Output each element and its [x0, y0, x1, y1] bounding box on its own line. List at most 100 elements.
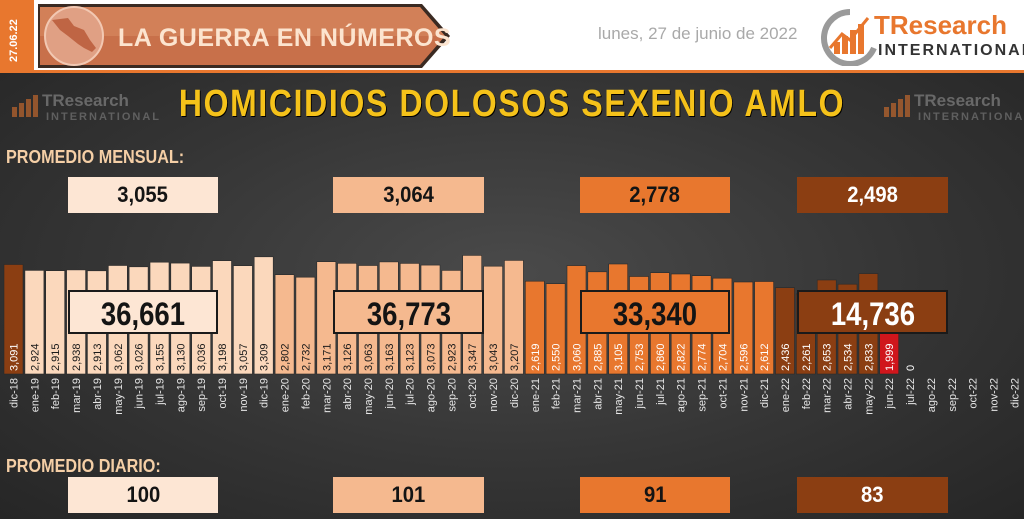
banner-shape — [38, 4, 450, 68]
x-tick-jun-22: jun-22 — [884, 378, 896, 410]
year-total-2021: 33,340 — [580, 290, 730, 334]
x-tick-ene-19: ene-19 — [29, 378, 41, 412]
bar-ene-19 — [24, 270, 45, 375]
x-tick-ene-21: ene-21 — [530, 378, 542, 412]
value-label-jul-22: 0 — [905, 365, 917, 371]
value-label-may-21: 3,105 — [613, 343, 625, 371]
value-label-mar-20: 3,171 — [321, 343, 333, 371]
x-tick-nov-19: nov-19 — [238, 378, 250, 412]
daily-average-value: 101 — [391, 482, 426, 507]
x-tick-ene-22: ene-22 — [780, 378, 792, 412]
year-total-value: 36,773 — [366, 296, 451, 332]
logo-brand-text: TResearch — [874, 10, 1007, 40]
value-label-jul-19: 3,155 — [155, 343, 167, 371]
logo-brand-text: TResearch — [42, 91, 129, 110]
x-tick-feb-19: feb-19 — [50, 378, 62, 409]
x-tick-oct-21: oct-21 — [717, 378, 729, 409]
value-label-sep-21: 2,774 — [697, 343, 709, 371]
value-label-feb-22: 2,261 — [801, 343, 813, 371]
x-tick-abr-21: abr-21 — [592, 378, 604, 410]
x-tick-jun-20: jun-20 — [384, 378, 396, 410]
value-label-feb-19: 2,915 — [50, 343, 62, 371]
bar-feb-21 — [545, 283, 566, 375]
value-label-dic-19: 3,309 — [259, 343, 271, 371]
value-label-dic-21: 2,612 — [759, 343, 771, 371]
x-tick-mar-20: mar-20 — [321, 378, 333, 413]
x-tick-feb-22: feb-22 — [801, 378, 813, 409]
x-tick-mar-21: mar-21 — [572, 378, 584, 413]
value-label-mar-22: 2,653 — [822, 343, 834, 371]
chart-title: HOMICIDIOS DOLOSOS SEXENIO AMLO — [178, 83, 846, 125]
value-label-jun-21: 2,753 — [634, 343, 646, 371]
x-tick-dic-20: dic-20 — [509, 378, 521, 408]
x-tick-nov-20: nov-20 — [488, 378, 500, 412]
x-tick-sep-21: sep-21 — [697, 378, 709, 412]
date-tab: 27.06.22 — [0, 0, 34, 72]
monthly-average-value: 3,055 — [117, 182, 169, 207]
x-tick-oct-22: oct-22 — [968, 378, 980, 409]
monthly-average-value: 2,498 — [847, 182, 898, 207]
mexico-map-shape — [52, 18, 96, 52]
value-label-sep-19: 3,036 — [196, 343, 208, 371]
value-label-ago-21: 2,822 — [676, 343, 688, 371]
x-tick-sep-22: sep-22 — [947, 378, 959, 412]
x-tick-dic-19: dic-19 — [259, 378, 271, 408]
x-tick-ago-21: ago-21 — [676, 378, 688, 412]
bar-nov-19 — [233, 265, 253, 375]
x-tick-feb-20: feb-20 — [300, 378, 312, 409]
daily-average-value: 100 — [126, 482, 160, 507]
x-tick-jul-20: jul-20 — [405, 378, 417, 406]
year-total-2022: 14,736 — [797, 290, 948, 334]
value-label-dic-18: 3,091 — [9, 343, 21, 371]
x-tick-may-22: may-22 — [863, 378, 875, 415]
x-tick-feb-21: feb-21 — [551, 378, 563, 409]
x-tick-ago-19: ago-19 — [175, 378, 187, 412]
value-label-nov-21: 2,596 — [738, 343, 750, 371]
year-total-2019: 36,661 — [68, 290, 218, 334]
x-tick-jun-21: jun-21 — [634, 378, 646, 410]
year-total-2020: 36,773 — [333, 290, 484, 334]
x-tick-ago-20: ago-20 — [426, 378, 438, 412]
bar-feb-20 — [295, 276, 316, 375]
monthly-average-2022: 2,498 — [797, 177, 948, 213]
x-tick-dic-18: dic-18 — [9, 378, 21, 408]
banner-title: LA GUERRA EN NÚMEROS — [118, 24, 452, 52]
x-tick-abr-20: abr-20 — [342, 378, 354, 410]
daily-average-value: 91 — [643, 482, 667, 507]
bar-dic-21 — [754, 281, 774, 375]
x-tick-oct-20: oct-20 — [467, 378, 479, 409]
x-tick-mar-19: mar-19 — [71, 378, 83, 413]
bar-ene-22 — [775, 287, 795, 375]
bar-dic-19 — [253, 256, 274, 375]
monthly-average-2019: 3,055 — [68, 177, 218, 213]
daily-average-2021: 91 — [580, 477, 730, 513]
value-label-ago-19: 3,130 — [175, 343, 187, 371]
year-total-value: 36,661 — [100, 296, 186, 332]
x-tick-nov-21: nov-21 — [738, 378, 750, 412]
x-tick-may-19: may-19 — [113, 378, 125, 415]
x-tick-may-20: may-20 — [363, 378, 375, 415]
value-label-ene-21: 2,619 — [530, 343, 542, 371]
value-label-ago-20: 3,073 — [426, 343, 438, 371]
value-label-may-20: 3,063 — [363, 343, 375, 371]
value-label-ene-20: 2,802 — [280, 343, 292, 371]
bar-dic-20 — [504, 260, 524, 375]
value-label-may-19: 3,062 — [113, 343, 125, 371]
value-label-abr-21: 2,885 — [592, 343, 604, 371]
value-label-may-22: 2,833 — [863, 343, 875, 371]
year-total-value: 14,736 — [830, 296, 915, 332]
value-label-mar-21: 3,060 — [572, 343, 584, 371]
logo-emblem-icon — [12, 95, 38, 117]
bar-feb-19 — [45, 270, 66, 375]
logo-brand-text: TResearch — [914, 91, 1001, 110]
x-tick-jul-19: jul-19 — [155, 378, 167, 406]
value-label-jul-21: 2,860 — [655, 343, 667, 371]
top-header: 27.06.22 LA GUERRA EN NÚMEROS lunes, 27 … — [0, 0, 1024, 72]
value-label-jul-20: 3,123 — [405, 343, 417, 371]
logo-emblem-icon — [821, 9, 877, 66]
x-tick-ago-22: ago-22 — [926, 378, 938, 412]
main-panel: HOMICIDIOS DOLOSOS SEXENIO AMLO TResearc… — [0, 73, 1024, 519]
logo-sub-text: INTERNATIONAL — [878, 42, 1024, 59]
date-tab-text: 27.06.22 — [8, 19, 20, 62]
x-tick-may-21: may-21 — [613, 378, 625, 415]
